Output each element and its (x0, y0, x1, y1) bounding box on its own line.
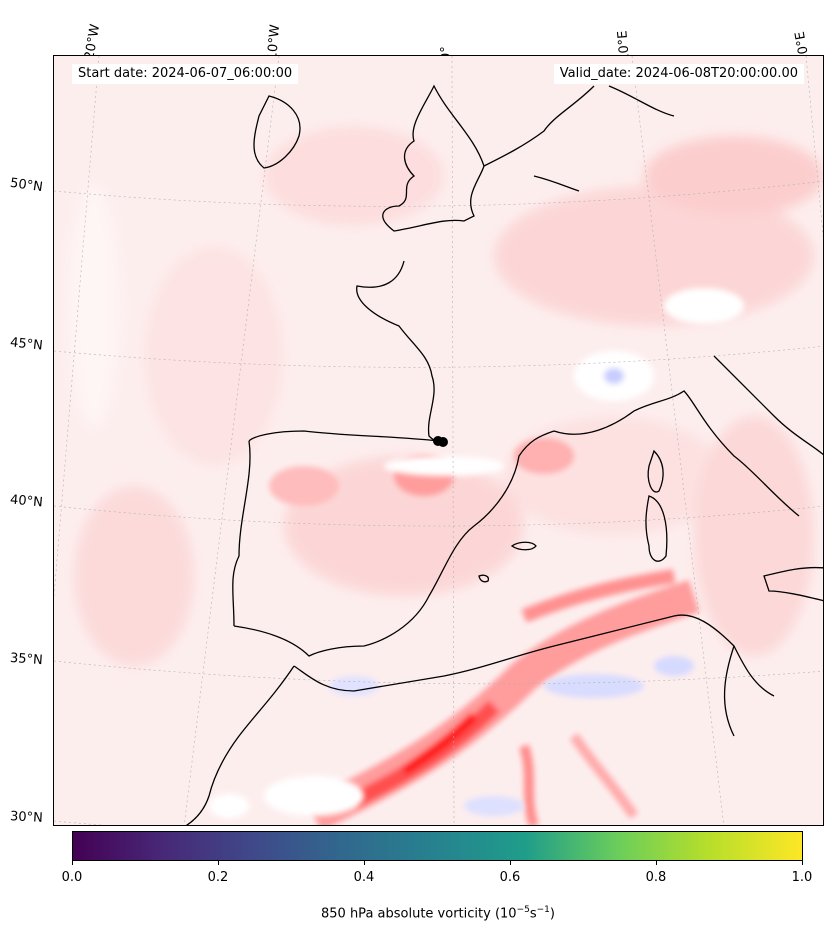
colorbar-tick-label: 0.8 (645, 870, 667, 885)
lat-label-35n: 35°N (9, 650, 44, 669)
colorbar-tick-label: 0.6 (499, 870, 521, 885)
vorticity-map (54, 56, 823, 825)
colorbar-tick-label: 0.2 (207, 870, 229, 885)
colorbar-label-prefix: 850 hPa absolute vorticity (10 (321, 906, 517, 922)
colorbar-label-exp1: −5 (516, 905, 530, 915)
colorbar-tick (510, 860, 511, 865)
colorbar-label-mid: s (529, 906, 537, 922)
start-date-label: Start date: 2024-06-07_06:00:00 (72, 64, 299, 84)
coastlines (185, 84, 823, 825)
colorbar-tick-label: 1.0 (791, 870, 813, 885)
location-marker (433, 436, 448, 447)
colorbar-tick (364, 860, 365, 865)
colorbar-label-suffix: ) (549, 906, 555, 922)
colorbar-tick (656, 860, 657, 865)
lat-label-50n: 50°N (9, 175, 44, 196)
colorbar-tick (802, 860, 803, 865)
lat-label-45n: 45°N (9, 335, 44, 354)
colorbar (72, 831, 803, 861)
colorbar-tick-label: 0.0 (61, 870, 83, 885)
valid-date-label: Valid_date: 2024-06-08T20:00:00.00 (553, 64, 804, 84)
map-frame[interactable] (53, 55, 824, 826)
colorbar-tick (218, 860, 219, 865)
lat-label-30n: 30°N (9, 809, 44, 826)
colorbar-tick-label: 0.4 (353, 870, 375, 885)
vorticity-field (54, 56, 823, 825)
colorbar-tick (72, 860, 73, 865)
lat-label-40n: 40°N (9, 492, 44, 511)
colorbar-label: 850 hPa absolute vorticity (10−5s−1) (0, 905, 832, 921)
colorbar-label-exp2: −1 (536, 905, 550, 915)
